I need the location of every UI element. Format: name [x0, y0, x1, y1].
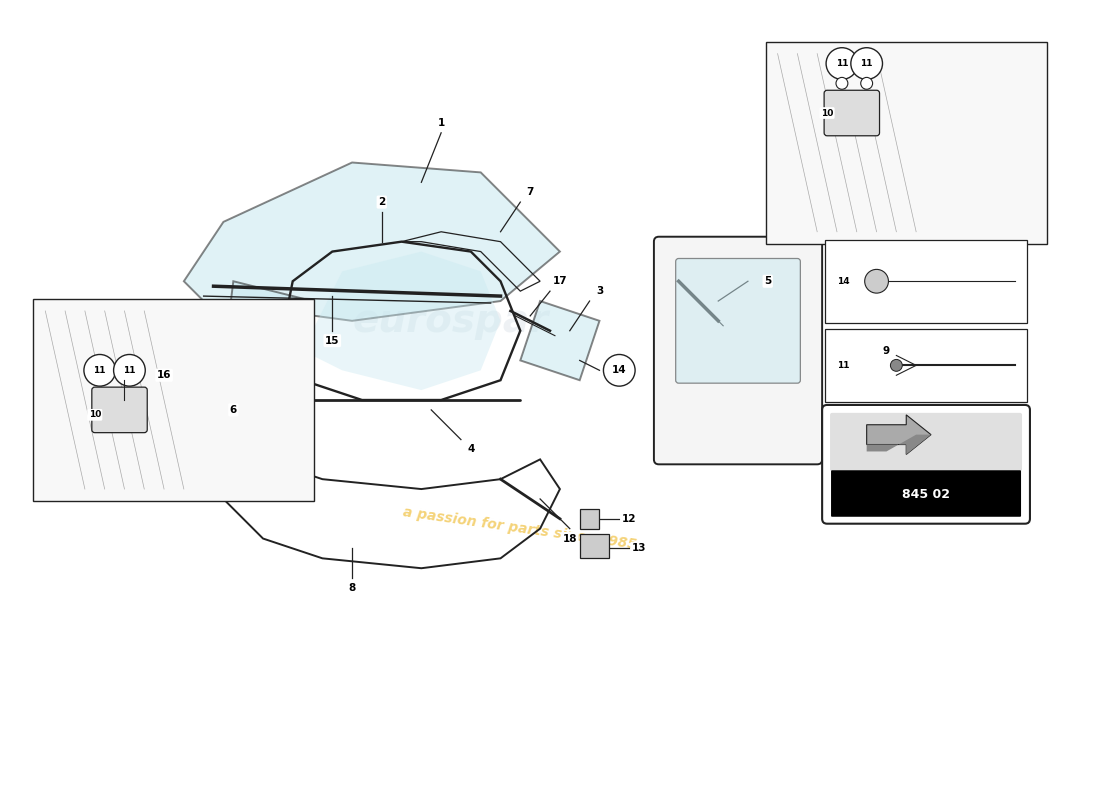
FancyBboxPatch shape [766, 42, 1047, 244]
FancyBboxPatch shape [830, 413, 1022, 471]
Text: 9: 9 [883, 346, 890, 355]
Text: 7: 7 [527, 187, 534, 197]
Circle shape [860, 78, 872, 90]
Polygon shape [223, 282, 312, 370]
Text: 11: 11 [836, 59, 848, 68]
Circle shape [850, 48, 882, 79]
FancyBboxPatch shape [825, 240, 1027, 323]
Circle shape [890, 359, 902, 371]
Polygon shape [580, 509, 600, 529]
Text: 845 02: 845 02 [902, 487, 950, 501]
Polygon shape [184, 162, 560, 321]
Text: 5: 5 [764, 276, 771, 286]
Text: 1: 1 [438, 118, 444, 128]
Text: 10: 10 [89, 410, 101, 419]
Text: eurospar: eurospar [353, 302, 549, 340]
Circle shape [113, 354, 145, 386]
FancyBboxPatch shape [825, 329, 1027, 402]
FancyBboxPatch shape [33, 299, 315, 501]
Text: 10: 10 [821, 109, 834, 118]
Text: 4: 4 [468, 445, 474, 454]
FancyBboxPatch shape [91, 387, 147, 433]
Text: a passion for parts since 1985: a passion for parts since 1985 [403, 506, 638, 552]
Text: 11: 11 [94, 366, 106, 375]
FancyBboxPatch shape [830, 470, 1021, 517]
Polygon shape [302, 251, 500, 390]
Text: 3: 3 [596, 286, 603, 296]
Text: 11: 11 [837, 361, 849, 370]
Text: 14: 14 [837, 277, 849, 286]
FancyBboxPatch shape [675, 258, 801, 383]
Circle shape [604, 354, 635, 386]
FancyBboxPatch shape [824, 90, 880, 136]
Text: 13: 13 [631, 543, 647, 554]
Circle shape [826, 48, 858, 79]
FancyBboxPatch shape [653, 237, 822, 464]
Polygon shape [867, 434, 931, 454]
Circle shape [84, 354, 116, 386]
Text: 11: 11 [860, 59, 873, 68]
Text: 18: 18 [562, 534, 578, 543]
Circle shape [836, 78, 848, 90]
Text: 16: 16 [157, 370, 172, 380]
Text: 14: 14 [612, 366, 627, 375]
Polygon shape [520, 301, 600, 380]
Text: 2: 2 [378, 197, 385, 207]
Text: 15: 15 [324, 336, 340, 346]
Text: 17: 17 [552, 276, 568, 286]
Polygon shape [867, 415, 931, 454]
Circle shape [865, 270, 889, 293]
Text: 6: 6 [230, 405, 236, 415]
Text: 12: 12 [621, 514, 637, 524]
Text: 8: 8 [349, 583, 355, 593]
FancyBboxPatch shape [822, 405, 1030, 524]
Polygon shape [580, 534, 609, 558]
Text: 11: 11 [123, 366, 135, 375]
